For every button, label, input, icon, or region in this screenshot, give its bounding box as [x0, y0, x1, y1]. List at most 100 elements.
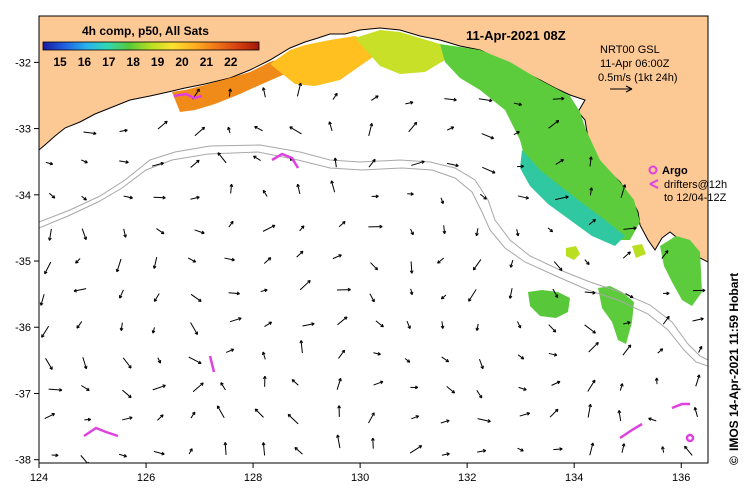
- current-arrow: [588, 218, 596, 226]
- current-arrow: [152, 257, 158, 269]
- current-arrow: [228, 220, 234, 228]
- sst-offshore-patch-3: [566, 246, 580, 260]
- current-arrow: [368, 412, 375, 424]
- current-arrow: [409, 288, 414, 296]
- current-arrow: [299, 279, 311, 291]
- current-arrow: [229, 317, 242, 323]
- sst-mild-patch: [355, 30, 445, 74]
- current-arrow: [217, 152, 227, 164]
- current-arrow: [517, 447, 524, 452]
- current-arrow: [446, 162, 459, 168]
- current-arrow: [119, 160, 129, 164]
- current-arrow: [553, 447, 563, 451]
- current-arrow: [81, 385, 90, 391]
- current-arrow: [477, 418, 491, 423]
- current-vector-field: [39, 82, 706, 463]
- current-arrow: [411, 160, 425, 166]
- current-arrow: [48, 228, 52, 241]
- current-arrow: [695, 374, 701, 387]
- current-arrow: [48, 388, 63, 392]
- sst-green-patch-east: [440, 44, 640, 240]
- current-arrow: [405, 100, 414, 105]
- current-arrow: [368, 123, 374, 137]
- current-arrow: [261, 442, 266, 456]
- current-arrow: [299, 340, 304, 354]
- latitude-tick-label: -34: [15, 190, 31, 202]
- current-arrow: [407, 192, 414, 196]
- colorbar: 4h comp, p50, All Sats 15 16 17 18 19 20 21 22: [42, 24, 260, 69]
- current-arrow: [338, 221, 346, 228]
- latitude-tick-label: -37: [15, 388, 31, 400]
- current-arrow: [45, 358, 53, 370]
- current-arrow: [584, 259, 590, 266]
- current-arrow: [513, 131, 520, 136]
- current-arrow: [119, 128, 128, 133]
- current-arrow: [84, 417, 91, 422]
- current-arrow: [299, 225, 305, 232]
- current-arrow: [45, 161, 54, 166]
- sst-green-patch-southeast: [660, 236, 702, 306]
- current-arrow: [336, 287, 351, 292]
- current-arrow: [518, 386, 527, 391]
- current-arrow: [260, 288, 268, 293]
- current-arrow: [552, 288, 559, 298]
- current-arrow: [194, 229, 205, 235]
- current-arrow: [369, 293, 375, 303]
- longitude-tick-label: 136: [672, 472, 690, 484]
- current-arrow: [693, 407, 699, 418]
- currents-legend-line1: NRT00 GSL: [600, 44, 660, 56]
- current-arrow: [264, 321, 273, 327]
- sst-offshore-patch-1: [528, 290, 570, 318]
- argo-tracks: [83, 92, 695, 443]
- current-arrow: [225, 348, 235, 353]
- currents-legend-line3: 0.5m/s (1kt 24h): [598, 72, 677, 84]
- argo-legend: Argo drifters@12h to 12/04-12Z: [648, 165, 727, 204]
- current-arrow: [479, 193, 487, 200]
- sst-warm-patch-mid: [270, 36, 380, 86]
- current-arrow: [261, 351, 266, 360]
- current-arrow: [48, 192, 56, 199]
- current-arrow: [223, 442, 228, 455]
- colorbar-tick-label: 21: [200, 55, 214, 69]
- current-arrow: [368, 224, 383, 229]
- current-arrow: [81, 159, 88, 164]
- map-title: 11-Apr-2021 08Z: [466, 28, 566, 43]
- argo-legend-marker-icon: [648, 165, 658, 175]
- australia-landmass: [39, 16, 708, 263]
- credit-text: IMOS 14-Apr-2021 11:59 Hobart: [727, 273, 741, 451]
- current-arrow: [76, 321, 83, 329]
- current-arrow: [371, 95, 379, 101]
- current-arrow: [332, 254, 342, 260]
- argo-track: [83, 426, 119, 438]
- current-arrow: [188, 356, 202, 365]
- sst-cool-coastal: [520, 150, 625, 246]
- current-arrow: [188, 448, 193, 455]
- current-arrow: [254, 408, 264, 418]
- current-arrow: [157, 357, 162, 364]
- current-arrow: [441, 356, 450, 363]
- longitude-tick-label: 130: [351, 472, 369, 484]
- current-arrow: [122, 357, 132, 369]
- current-arrow: [371, 437, 375, 449]
- current-arrow: [157, 414, 164, 421]
- current-arrow: [122, 389, 132, 399]
- colorbar-tick-labels: 15 16 17 18 19 20 21 22: [53, 55, 237, 69]
- current-arrow: [294, 446, 303, 455]
- current-arrow: [44, 413, 55, 419]
- current-arrow: [437, 257, 445, 264]
- colorbar-tick-label: 22: [224, 55, 238, 69]
- current-arrow: [287, 413, 299, 425]
- current-arrow: [587, 403, 592, 418]
- current-arrow: [441, 452, 450, 456]
- current-arrow: [336, 434, 341, 449]
- current-arrow: [157, 120, 168, 130]
- current-arrow: [482, 166, 496, 174]
- current-arrow: [289, 126, 302, 135]
- latitude-tick-label: -32: [15, 57, 31, 69]
- current-arrow: [548, 120, 560, 129]
- current-arrow: [123, 195, 133, 200]
- current-arrow: [119, 322, 124, 331]
- current-arrow: [589, 187, 594, 196]
- current-arrow: [478, 98, 493, 103]
- current-arrow: [481, 133, 495, 140]
